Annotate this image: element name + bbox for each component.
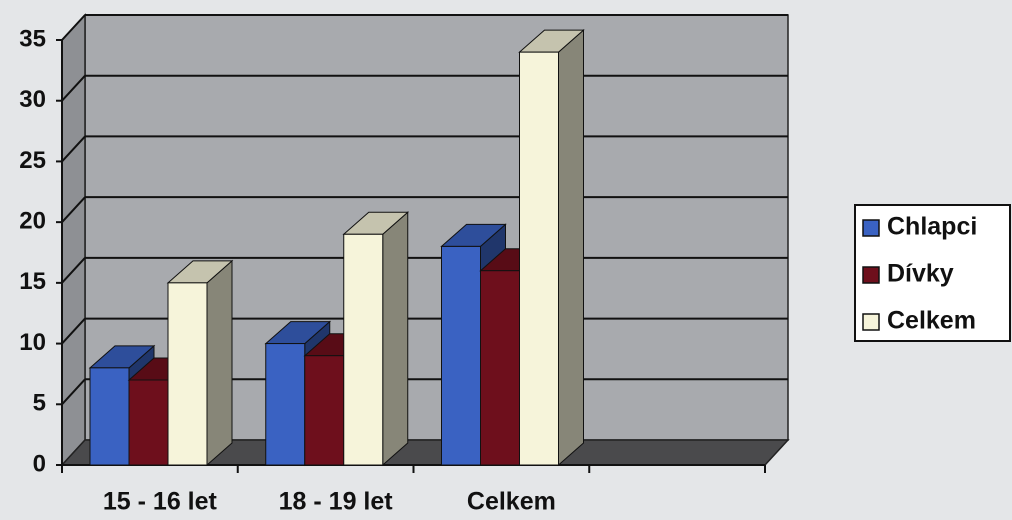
grid-line xyxy=(61,135,86,163)
y-tick-label: 30 xyxy=(19,86,46,113)
y-tick-label: 10 xyxy=(19,329,46,356)
grid-line xyxy=(61,14,86,41)
legend-label: Chlapci xyxy=(887,213,977,241)
y-tick-label: 20 xyxy=(19,207,46,234)
bar-front xyxy=(89,367,130,466)
y-tick-label: 0 xyxy=(33,450,46,477)
x-tick-label: 15 - 16 let xyxy=(103,488,218,516)
legend-box xyxy=(854,204,1011,342)
bar-front xyxy=(167,282,208,466)
grid-line xyxy=(61,317,86,345)
bar-front xyxy=(519,51,559,466)
bar-front xyxy=(304,355,345,466)
grid-line xyxy=(61,378,86,405)
legend-swatch xyxy=(862,313,880,331)
legend-label: Dívky xyxy=(887,260,954,288)
bar-front xyxy=(480,270,520,466)
bar-front xyxy=(343,233,384,466)
grid-line xyxy=(61,75,86,102)
legend-swatch xyxy=(862,266,880,284)
y-tick-label: 25 xyxy=(19,147,46,174)
bar-front xyxy=(128,379,169,466)
x-tick-label: Celkem xyxy=(467,488,556,516)
y-tick-label: 5 xyxy=(33,390,46,417)
bar xyxy=(166,259,234,467)
bar-front xyxy=(265,343,306,466)
legend-label: Celkem xyxy=(887,307,976,335)
bar-side xyxy=(206,259,233,467)
bar xyxy=(342,211,410,467)
bar xyxy=(518,29,585,467)
side-wall xyxy=(61,13,86,467)
grid-line xyxy=(61,196,86,223)
legend-swatch xyxy=(862,219,880,237)
bar-side xyxy=(558,29,584,467)
y-tick-label: 35 xyxy=(19,25,46,52)
bar-front xyxy=(441,245,481,466)
x-tick-label: 18 - 19 let xyxy=(279,488,394,516)
bar-side xyxy=(382,211,409,467)
grid-line xyxy=(61,257,86,284)
y-tick-label: 15 xyxy=(19,268,46,295)
